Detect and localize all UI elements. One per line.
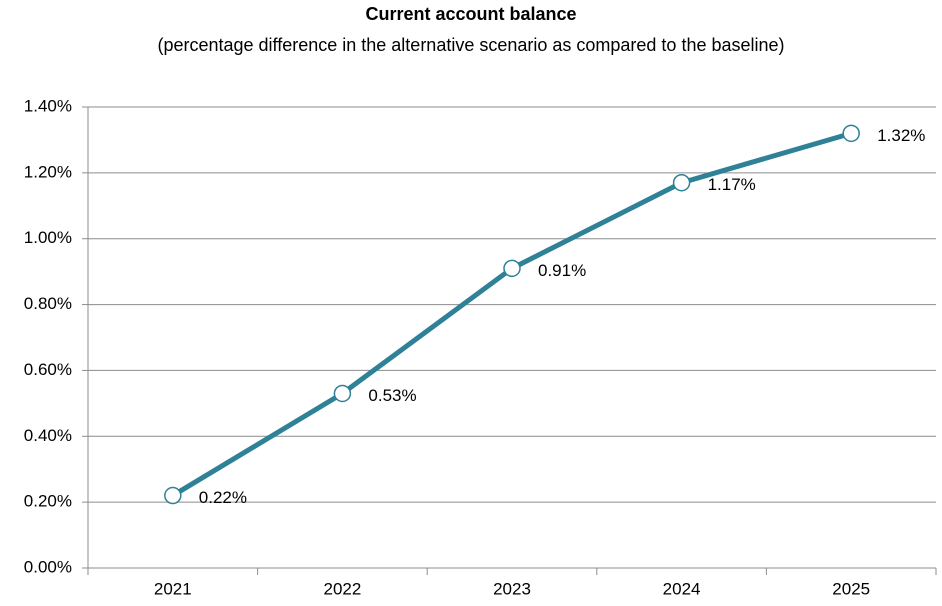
data-label: 1.17%	[708, 175, 756, 194]
x-tick-label: 2021	[154, 579, 192, 598]
x-tick-label: 2023	[493, 579, 531, 598]
y-tick-label: 1.20%	[24, 162, 72, 181]
data-label: 0.22%	[199, 488, 247, 507]
y-tick-label: 0.20%	[24, 492, 72, 511]
y-tick-label: 0.80%	[24, 294, 72, 313]
x-tick-label: 2022	[323, 579, 361, 598]
x-tick-label: 2024	[663, 579, 701, 598]
marker	[672, 173, 691, 192]
x-tick-label: 2025	[832, 579, 870, 598]
chart-title: Current account balance	[365, 4, 577, 24]
y-tick-label: 1.40%	[24, 96, 72, 115]
chart-subtitle: (percentage difference in the alternativ…	[157, 35, 785, 55]
marker	[503, 259, 521, 278]
marker	[333, 384, 352, 403]
y-tick-label: 0.40%	[24, 426, 72, 445]
y-tick-label: 0.60%	[24, 360, 72, 379]
y-tick-label: 1.00%	[24, 228, 72, 247]
marker	[842, 124, 860, 143]
y-tick-label: 0.00%	[24, 557, 72, 576]
data-label: 1.32%	[877, 126, 925, 145]
data-label: 0.53%	[368, 386, 416, 405]
marker	[164, 486, 182, 505]
data-label: 0.91%	[538, 261, 586, 280]
